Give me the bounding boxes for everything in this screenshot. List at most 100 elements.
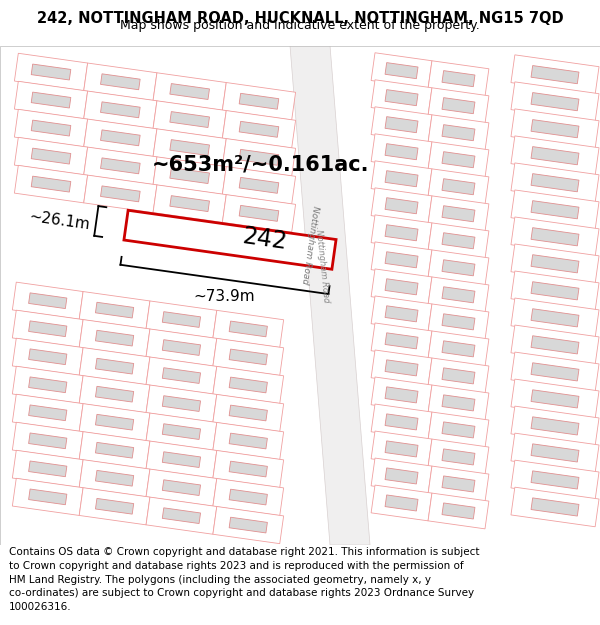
Bar — [14, 138, 88, 175]
Bar — [29, 349, 67, 364]
Bar — [223, 111, 296, 148]
Bar — [162, 368, 200, 383]
Bar — [14, 109, 88, 147]
Bar — [223, 139, 296, 176]
Bar — [428, 439, 489, 475]
Bar — [531, 147, 579, 165]
Bar — [84, 147, 157, 184]
Bar — [531, 362, 579, 381]
Bar — [428, 142, 489, 177]
Bar — [13, 366, 83, 403]
Bar — [13, 338, 83, 376]
Bar — [95, 414, 134, 430]
Bar — [511, 352, 599, 392]
Bar — [14, 53, 88, 91]
Bar — [146, 329, 217, 366]
Bar — [31, 176, 71, 192]
Bar — [442, 476, 475, 492]
Bar — [213, 338, 284, 376]
Bar — [428, 385, 489, 421]
Bar — [428, 115, 489, 151]
Bar — [511, 244, 599, 284]
Bar — [385, 495, 418, 511]
Bar — [531, 201, 579, 219]
Bar — [153, 101, 226, 138]
Bar — [442, 260, 475, 276]
Bar — [213, 366, 284, 404]
Text: ~26.1m: ~26.1m — [28, 209, 91, 232]
Bar — [428, 61, 489, 96]
Bar — [170, 139, 209, 156]
Bar — [31, 120, 71, 136]
Text: Map shows position and indicative extent of the property.: Map shows position and indicative extent… — [120, 19, 480, 32]
Bar — [511, 406, 599, 446]
Text: Nottingham Road: Nottingham Road — [314, 229, 331, 302]
Bar — [428, 304, 489, 340]
Bar — [95, 358, 134, 374]
Bar — [84, 119, 157, 157]
Bar — [213, 311, 284, 348]
Bar — [371, 215, 432, 251]
Bar — [428, 196, 489, 232]
Bar — [229, 321, 268, 337]
Bar — [101, 186, 140, 202]
Bar — [29, 405, 67, 421]
Bar — [371, 431, 432, 467]
Bar — [162, 340, 200, 356]
Bar — [511, 433, 599, 472]
Bar — [79, 432, 150, 469]
Bar — [79, 376, 150, 413]
Bar — [385, 144, 418, 160]
Bar — [531, 390, 579, 408]
Bar — [162, 508, 200, 524]
Bar — [146, 497, 217, 534]
Bar — [511, 325, 599, 364]
Bar — [13, 282, 83, 319]
Bar — [146, 441, 217, 478]
Bar — [428, 466, 489, 502]
Bar — [95, 498, 134, 514]
Bar — [531, 228, 579, 246]
Bar — [14, 81, 88, 119]
Polygon shape — [290, 46, 370, 545]
Bar — [385, 89, 418, 106]
Text: 242: 242 — [241, 224, 289, 254]
Bar — [371, 485, 432, 521]
Bar — [442, 206, 475, 222]
Bar — [29, 377, 67, 392]
Bar — [29, 461, 67, 477]
Bar — [428, 493, 489, 529]
Bar — [442, 98, 475, 114]
Bar — [428, 358, 489, 394]
Bar — [511, 487, 599, 527]
Bar — [79, 291, 150, 329]
Bar — [531, 119, 579, 138]
Bar — [95, 386, 134, 402]
Bar — [95, 442, 134, 458]
Bar — [511, 190, 599, 229]
Bar — [531, 498, 579, 516]
Bar — [442, 314, 475, 330]
Bar — [385, 198, 418, 214]
Bar — [385, 279, 418, 295]
Bar — [84, 91, 157, 129]
Text: Nottingham Road: Nottingham Road — [300, 205, 320, 284]
Bar — [531, 92, 579, 111]
Bar — [13, 422, 83, 459]
Bar — [162, 312, 200, 328]
Bar — [14, 166, 88, 203]
Bar — [371, 80, 432, 116]
Bar — [13, 478, 83, 516]
Bar — [213, 394, 284, 432]
Bar — [531, 417, 579, 435]
Bar — [101, 130, 140, 146]
Bar — [29, 293, 67, 309]
Bar — [79, 404, 150, 441]
Bar — [170, 168, 209, 184]
Bar — [371, 404, 432, 440]
Bar — [371, 350, 432, 386]
Bar — [511, 82, 599, 121]
Bar — [79, 488, 150, 525]
Bar — [29, 489, 67, 505]
Bar — [531, 471, 579, 489]
